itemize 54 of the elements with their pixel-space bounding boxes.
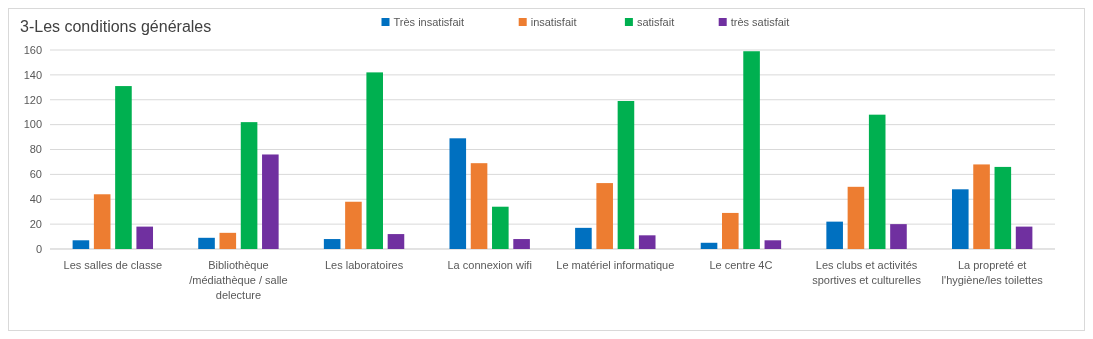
bar bbox=[492, 206, 509, 249]
x-tick-label: La propreté et l'hygiène/les toilettes bbox=[941, 259, 1044, 286]
bar bbox=[617, 100, 635, 249]
bar bbox=[596, 183, 613, 249]
y-tick-label: 80 bbox=[29, 143, 42, 156]
bar bbox=[638, 235, 656, 249]
legend-label: Très insatisfait bbox=[393, 16, 465, 28]
bar bbox=[575, 227, 592, 249]
x-tick-label: Les laboratoires bbox=[324, 259, 404, 271]
bar bbox=[323, 239, 341, 249]
bar bbox=[72, 240, 90, 249]
bar bbox=[826, 221, 843, 249]
bar bbox=[93, 194, 111, 249]
y-tick-label: 120 bbox=[23, 93, 42, 106]
bar bbox=[513, 239, 530, 249]
legend-label: très satisfait bbox=[730, 16, 790, 28]
x-tick-label: Le centre 4C bbox=[709, 259, 773, 271]
y-tick-label: 0 bbox=[35, 242, 42, 255]
bar bbox=[470, 163, 488, 249]
y-tick-label: 60 bbox=[29, 168, 42, 181]
bar bbox=[890, 224, 907, 249]
y-tick-label: 20 bbox=[29, 217, 42, 230]
bar bbox=[764, 240, 782, 249]
bar bbox=[115, 86, 132, 249]
bar bbox=[136, 226, 154, 249]
bar bbox=[743, 51, 760, 249]
bar bbox=[847, 186, 865, 249]
x-tick-label: Bibliothèque /médiathèque / salle delecture bbox=[189, 259, 288, 301]
y-tick-label: 40 bbox=[29, 193, 42, 206]
bar bbox=[951, 189, 969, 249]
bar bbox=[868, 114, 886, 249]
bar bbox=[994, 166, 1012, 249]
chart-title: 3-Les conditions générales bbox=[20, 18, 212, 35]
bar bbox=[366, 72, 383, 249]
bar bbox=[1015, 226, 1033, 249]
y-tick-label: 140 bbox=[23, 68, 42, 81]
bar bbox=[262, 154, 279, 249]
bar bbox=[240, 122, 258, 249]
bar bbox=[722, 212, 739, 249]
y-tick-label: 100 bbox=[23, 118, 42, 131]
bar bbox=[700, 242, 718, 249]
bar bbox=[198, 237, 215, 249]
x-tick-label: Les salles de classe bbox=[63, 259, 163, 271]
x-tick-label: La connexion wifi bbox=[447, 259, 532, 271]
bar bbox=[973, 164, 990, 249]
bar bbox=[387, 234, 405, 249]
bar bbox=[345, 201, 362, 249]
x-tick-label: Les clubs et activités sportives et culturelles bbox=[812, 259, 922, 286]
legend-label: insatisfait bbox=[530, 16, 577, 28]
bar bbox=[449, 138, 467, 249]
x-tick-label: Le matériel informatique bbox=[556, 259, 675, 271]
bar bbox=[219, 232, 237, 249]
legend-label: satisfait bbox=[636, 16, 675, 28]
y-tick-label: 160 bbox=[23, 43, 42, 56]
